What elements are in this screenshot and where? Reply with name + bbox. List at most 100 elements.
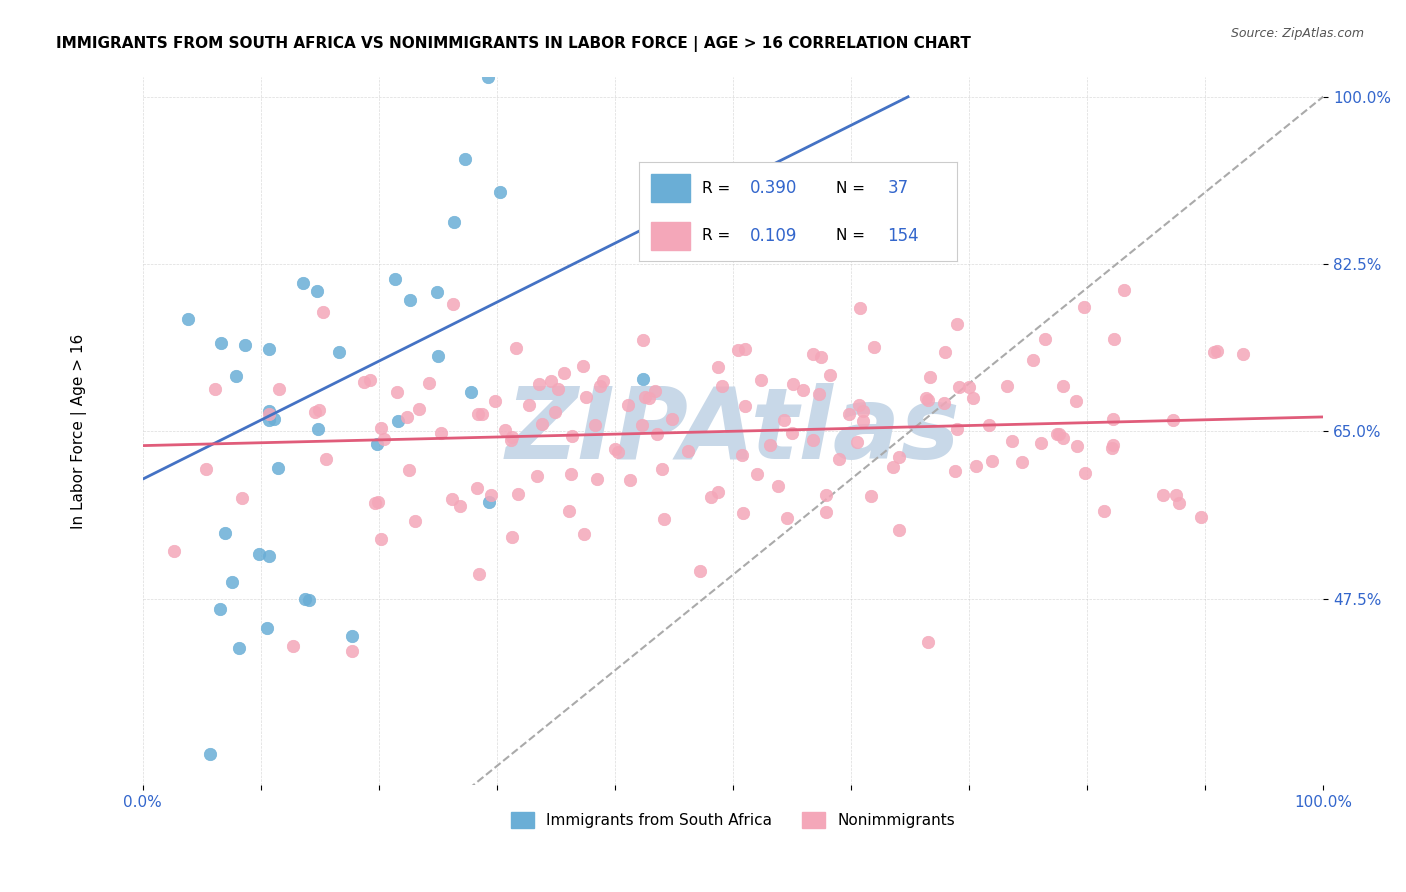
Point [363, 496, 385, 510]
Point [661, 412, 683, 426]
Point [775, 511, 797, 525]
Point [810, 350, 832, 364]
Point [572, 359, 595, 373]
Point [494, 423, 516, 437]
Point [441, 296, 464, 310]
Point [1164, 487, 1187, 501]
Point [1011, 455, 1033, 469]
Point [477, 70, 499, 85]
Point [460, 384, 482, 399]
Point [838, 407, 860, 421]
Point [560, 467, 582, 481]
Point [263, 412, 285, 426]
Point [527, 377, 550, 392]
Point [429, 426, 451, 441]
Point [1033, 332, 1056, 346]
Point [917, 392, 939, 407]
Point [194, 462, 217, 476]
Point [453, 152, 475, 166]
Point [367, 495, 389, 509]
Point [859, 489, 882, 503]
Point [267, 382, 290, 396]
Point [257, 407, 280, 421]
Point [1029, 435, 1052, 450]
Point [209, 602, 232, 616]
Point [221, 574, 243, 589]
Point [889, 523, 911, 537]
Point [544, 405, 567, 419]
Point [586, 472, 609, 486]
Point [484, 393, 506, 408]
Point [962, 392, 984, 406]
Point [517, 398, 540, 412]
Point [647, 427, 669, 442]
Point [630, 418, 652, 433]
Point [418, 376, 440, 391]
Point [733, 507, 755, 521]
Point [395, 409, 418, 424]
Point [449, 499, 471, 513]
Point [342, 644, 364, 658]
Point [887, 450, 910, 464]
Point [312, 305, 335, 319]
Point [1189, 509, 1212, 524]
Point [257, 413, 280, 427]
Point [1052, 431, 1074, 445]
Point [607, 444, 630, 458]
Point [948, 380, 970, 394]
Point [443, 214, 465, 228]
Point [225, 369, 247, 384]
Point [574, 526, 596, 541]
Point [619, 473, 641, 487]
Point [1001, 434, 1024, 448]
Point [710, 379, 733, 393]
Point [617, 398, 640, 412]
Point [1168, 496, 1191, 510]
Point [792, 383, 814, 397]
Text: IMMIGRANTS FROM SOUTH AFRICA VS NONIMMIGRANTS IN LABOR FORCE | AGE > 16 CORRELAT: IMMIGRANTS FROM SOUTH AFRICA VS NONIMMIG… [56, 36, 972, 52]
Point [706, 485, 728, 500]
Point [997, 378, 1019, 392]
Legend: Immigrants from South Africa, Nonimmigrants: Immigrants from South Africa, Nonimmigra… [505, 805, 962, 834]
Point [526, 468, 548, 483]
Point [1112, 283, 1135, 297]
Point [814, 487, 837, 501]
Point [651, 462, 673, 476]
Point [808, 387, 831, 401]
Point [917, 634, 939, 648]
Point [359, 373, 381, 387]
Point [426, 285, 449, 300]
Point [727, 343, 749, 358]
Point [292, 276, 315, 290]
Point [257, 404, 280, 418]
Point [340, 628, 363, 642]
Point [1204, 344, 1226, 359]
Point [773, 413, 796, 427]
Point [298, 592, 321, 607]
Point [547, 382, 569, 396]
Point [820, 368, 842, 383]
Point [505, 341, 527, 355]
Point [281, 639, 304, 653]
Point [934, 345, 956, 359]
Point [399, 293, 422, 307]
Point [689, 564, 711, 578]
Point [932, 396, 955, 410]
Point [631, 372, 654, 386]
Point [530, 417, 553, 431]
Point [882, 459, 904, 474]
Point [981, 454, 1004, 468]
Point [294, 591, 316, 606]
Point [1046, 426, 1069, 441]
Point [848, 398, 870, 412]
Point [209, 335, 232, 350]
Point [370, 421, 392, 435]
Point [441, 491, 464, 506]
Point [1102, 333, 1125, 347]
Point [553, 366, 575, 380]
Point [384, 271, 406, 285]
Point [852, 404, 875, 418]
Point [1073, 467, 1095, 481]
Point [588, 378, 610, 392]
Point [404, 514, 426, 528]
